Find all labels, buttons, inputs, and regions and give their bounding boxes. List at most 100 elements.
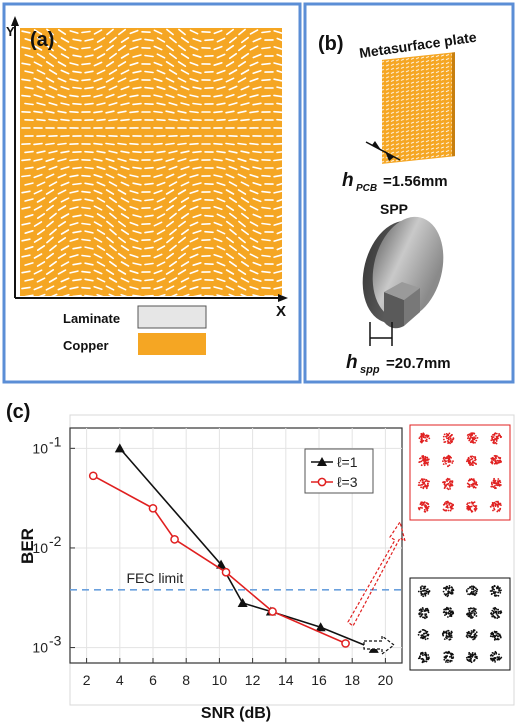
constellation-dot (466, 503, 468, 506)
laminate-slot (252, 102, 262, 106)
constellation-dot (419, 503, 422, 506)
laminate-slot (213, 221, 223, 227)
constellation-dot (472, 631, 475, 633)
constellation-dot (490, 461, 492, 464)
laminate-slot (273, 190, 282, 194)
constellation-dot (423, 464, 426, 467)
constellation-dot (495, 484, 497, 486)
laminate-slot (57, 285, 67, 291)
data-point (148, 503, 158, 513)
laminate-slot (153, 189, 163, 195)
laminate-slot (93, 142, 103, 146)
laminate-slot (153, 174, 163, 178)
laminate-slot (60, 53, 70, 59)
laminate-slot (45, 60, 55, 67)
constellation-dot (446, 606, 448, 609)
constellation-dot (448, 586, 451, 589)
laminate-slot (228, 260, 238, 268)
laminate-slot (225, 44, 235, 52)
constellation-dot (417, 507, 420, 509)
constellation-dot (500, 611, 503, 614)
laminate-slot (108, 69, 118, 75)
h-spp-subscript: spp (360, 364, 380, 376)
laminate-slot (129, 158, 139, 162)
constellation-dot (424, 458, 427, 461)
laminate-slot (169, 212, 177, 220)
laminate-slot (106, 204, 114, 212)
constellation-dot (420, 608, 422, 611)
laminate-slot (225, 110, 235, 114)
laminate-slot (177, 142, 187, 146)
laminate-slot (225, 205, 235, 211)
h-spp-value: =20.7mm (386, 355, 451, 372)
laminate-slot (177, 189, 187, 195)
constellation-dot (421, 585, 423, 587)
constellation-dot (499, 590, 501, 592)
constellation-dot (446, 487, 449, 490)
constellation-dot (471, 654, 473, 656)
plate-slots (382, 52, 452, 164)
constellation-dot (467, 587, 470, 590)
laminate-slot (69, 254, 79, 258)
laminate-slot (60, 118, 70, 122)
constellation-dot (470, 617, 472, 619)
constellation-dot (449, 615, 451, 617)
laminate-slot (228, 277, 238, 283)
constellation-dot (452, 503, 454, 506)
constellation-dot (473, 481, 476, 483)
constellation-dot (468, 464, 471, 466)
constellation-dot (423, 632, 425, 635)
laminate-slot (180, 261, 190, 267)
constellation-dot (447, 509, 450, 512)
constellation-dot (452, 460, 454, 463)
constellation-dot (448, 455, 451, 458)
constellation-dot (474, 610, 477, 613)
chart-legend: ℓ=1 ℓ=3 (304, 448, 374, 494)
laminate-slot (109, 36, 117, 44)
constellation-dot (446, 505, 448, 508)
constellation-dot (472, 590, 475, 593)
constellation-dot (474, 457, 477, 460)
constellation-dot (472, 483, 475, 486)
laminate-slot (168, 260, 178, 268)
constellation-dot (423, 635, 426, 638)
constellation-dot (428, 590, 431, 592)
constellation-dot (422, 595, 425, 598)
constellation-dot (447, 465, 449, 468)
laminate-slot (72, 198, 82, 202)
constellation-dot (495, 612, 498, 615)
laminate-slot (252, 294, 261, 296)
constellation-dot (475, 590, 478, 593)
laminate-slot (180, 36, 190, 44)
laminate-slot (106, 44, 114, 52)
laminate-slot (48, 52, 58, 60)
laminate-slot (57, 61, 67, 67)
constellation-dot (499, 508, 501, 511)
laminate-slot (240, 69, 250, 75)
constellation-dot (492, 481, 495, 484)
laminate-slot (238, 236, 246, 244)
laminate-slot (21, 206, 31, 210)
laminate-slot (49, 36, 57, 44)
constellation-dot (425, 653, 428, 656)
laminate-slot (24, 294, 34, 296)
constellation-dot (422, 481, 424, 484)
constellation-dot (450, 589, 453, 592)
laminate-slot (189, 221, 199, 227)
laminate-slot (105, 110, 115, 114)
laminate-slot (36, 197, 46, 203)
constellation-dot (493, 611, 495, 614)
laminate-slot (72, 182, 82, 186)
laminate-slot (118, 28, 126, 36)
constellation-dot (443, 456, 446, 459)
constellation-dot (473, 658, 476, 661)
laminate-slot (84, 278, 94, 282)
data-point (315, 622, 326, 632)
constellation-dot (450, 615, 453, 618)
constellation-dot (472, 460, 474, 462)
laminate-slot (81, 238, 91, 242)
laminate-slot (48, 165, 58, 171)
constellation-dot (498, 433, 500, 435)
laminate-slot (132, 70, 142, 74)
laminate-slot (120, 150, 130, 154)
